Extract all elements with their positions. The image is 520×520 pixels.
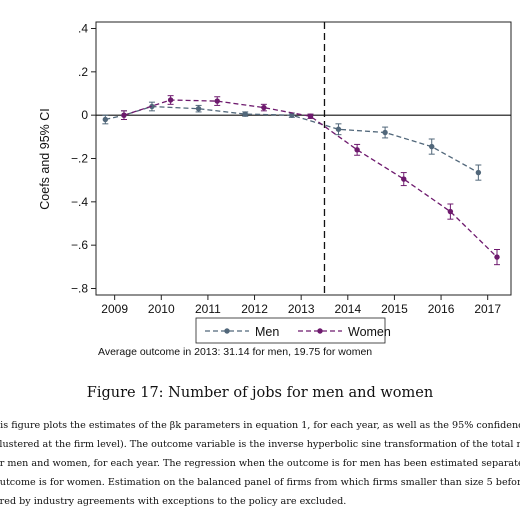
data-point-women [401, 176, 407, 182]
x-tick-label: 2012 [241, 302, 268, 316]
data-point-women [494, 254, 500, 260]
y-tick-label: −.6 [71, 238, 88, 252]
x-tick-label: 2009 [101, 302, 128, 316]
data-point-men [429, 143, 435, 150]
data-point-men [382, 129, 388, 136]
legend-label-men: Men [255, 325, 279, 339]
series-line-men [105, 105, 479, 174]
series-men [102, 101, 482, 181]
x-tick-label: 2014 [334, 302, 361, 316]
plot-frame [95, 21, 512, 296]
series-women [120, 95, 501, 266]
data-point-women [214, 98, 220, 104]
data-point-men [475, 169, 482, 176]
y-tick-label: −.2 [71, 152, 88, 166]
x-tick-label: 2011 [195, 302, 221, 316]
data-point-women [307, 113, 314, 119]
data-point-women [447, 208, 454, 215]
series-line-women [123, 99, 498, 258]
data-point-women [261, 104, 267, 111]
figure-description: his figure plots the estimates of the βk… [0, 416, 520, 511]
chart-note: Average outcome in 2013: 31.14 for men, … [98, 346, 373, 358]
description-line-3: or men and women, for each year. The reg… [0, 458, 520, 469]
y-tick-label: 0 [81, 108, 88, 122]
y-tick-label: .4 [78, 22, 88, 36]
description-line-5: ered by industry agreements with excepti… [0, 496, 347, 507]
data-point-men [102, 116, 109, 123]
description-line-1: his figure plots the estimates of the βk… [0, 420, 520, 431]
legend-marker-men [224, 328, 230, 334]
description-line-4: outcome is for women. Estimation on the … [0, 477, 520, 488]
x-tick-label: 2016 [428, 302, 455, 316]
data-point-men [242, 111, 248, 117]
y-tick-label: −.8 [71, 282, 88, 296]
y-tick-label: .2 [78, 65, 88, 79]
data-point-women [167, 97, 174, 103]
legend-label-women: Women [348, 325, 391, 339]
data-point-men [195, 105, 202, 112]
data-point-men [289, 112, 295, 118]
x-tick-label: 2010 [148, 302, 175, 316]
data-point-women [121, 112, 127, 118]
legend: Men Women [195, 317, 391, 344]
y-axis-label: Coefs and 95% CI [38, 108, 52, 209]
data-point-men [335, 126, 342, 132]
x-tick-label: 2015 [381, 302, 408, 316]
data-point-women [354, 147, 360, 153]
data-point-men [149, 103, 155, 110]
x-tick-label: 2017 [474, 302, 501, 316]
y-tick-label: −.4 [71, 195, 88, 209]
figure-caption: Figure 17: Number of jobs for men and wo… [86, 385, 434, 401]
x-tick-label: 2013 [288, 302, 315, 316]
legend-marker-women [317, 328, 323, 334]
description-line-2: clustered at the firm level). The outcom… [0, 439, 520, 450]
chart: .4 .2 0 −.2 −.4 −.6 −.8 2009 2010 2011 2012 2013 201… [38, 21, 512, 344]
